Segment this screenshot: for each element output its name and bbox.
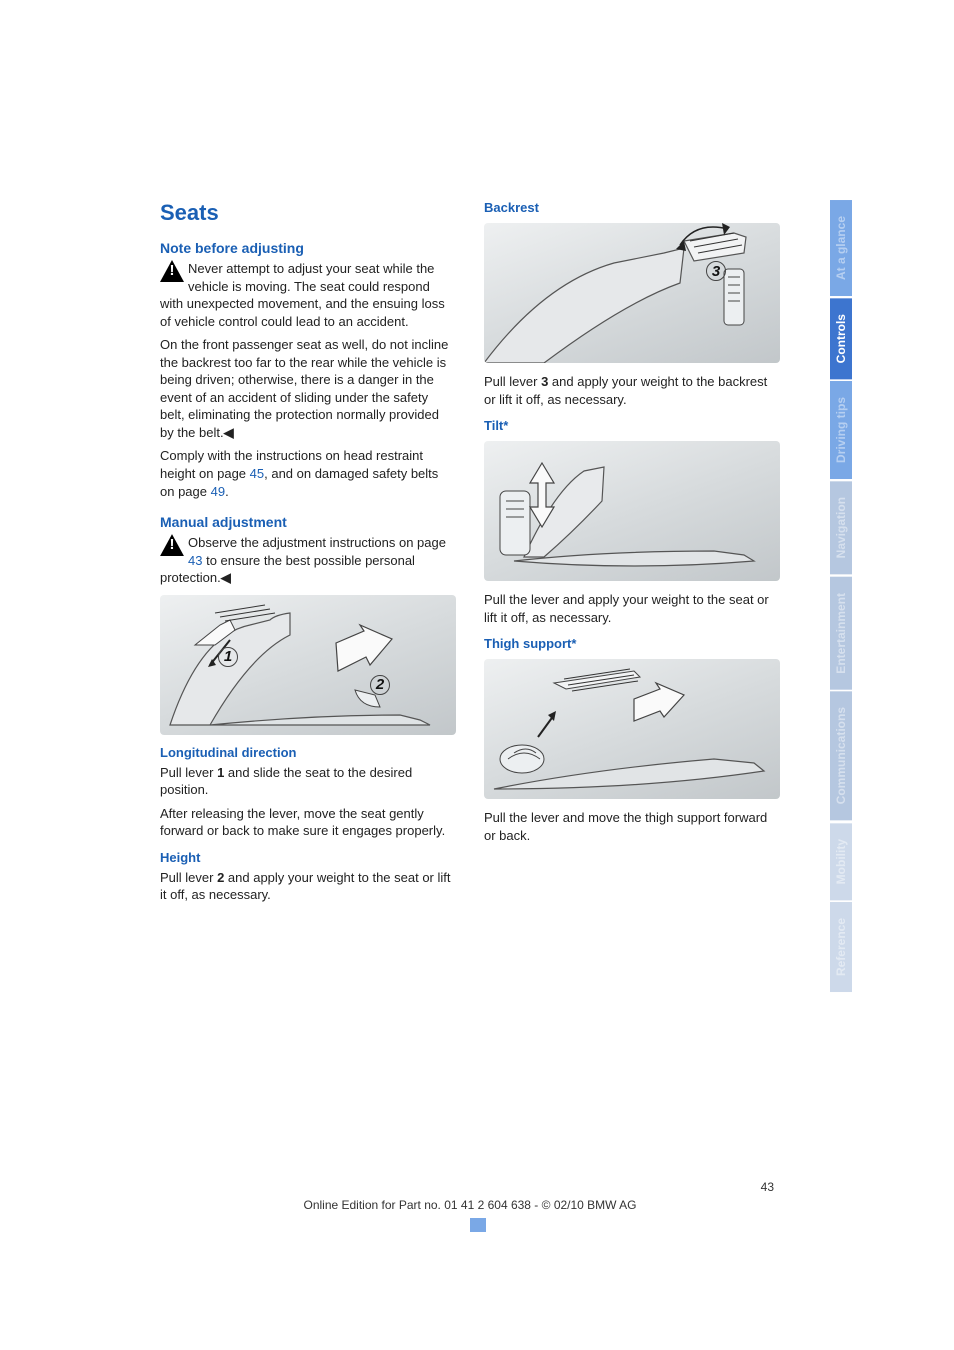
figure-backrest: 3 (484, 223, 780, 363)
heading-longitudinal: Longitudinal direction (160, 745, 456, 760)
tab-controls[interactable]: Controls (830, 298, 852, 379)
figure-callout-3: 3 (706, 261, 726, 281)
page-link-45[interactable]: 45 (250, 466, 264, 481)
note-2c: . (225, 484, 229, 499)
long1a: Pull lever (160, 765, 217, 780)
tab-at-a-glance[interactable]: At a glance (830, 200, 852, 296)
backrest-text: Pull lever 3 and apply your weight to th… (484, 373, 780, 408)
page-link-43[interactable]: 43 (188, 553, 202, 568)
height-text: Pull lever 2 and apply your weight to th… (160, 869, 456, 904)
warning-note-1-text: Never attempt to adjust your seat while … (160, 261, 445, 329)
footer-line: Online Edition for Part no. 01 41 2 604 … (160, 1198, 780, 1212)
end-mark-icon: ◀ (224, 425, 234, 440)
tab-entertainment[interactable]: Entertainment (830, 577, 852, 690)
tab-communications[interactable]: Communications (830, 691, 852, 820)
warning-note-1b-text: On the front passenger seat as well, do … (160, 337, 448, 440)
heading-manual-adjustment: Manual adjustment (160, 514, 456, 530)
warning-note-1: ! Never attempt to adjust your seat whil… (160, 260, 456, 330)
heading-thigh-support: Thigh support* (484, 636, 780, 651)
right-column: Backrest (484, 200, 780, 910)
heading-height: Height (160, 850, 456, 865)
figure-callout-2: 2 (370, 675, 390, 695)
longitudinal-text-2: After releasing the lever, move the seat… (160, 805, 456, 840)
tab-reference[interactable]: Reference (830, 902, 852, 992)
page-content: Seats Note before adjusting ! Never atte… (160, 200, 780, 910)
tab-mobility[interactable]: Mobility (830, 823, 852, 900)
page-footer: 43 Online Edition for Part no. 01 41 2 6… (160, 1180, 780, 1232)
figure-callout-1: 1 (218, 647, 238, 667)
end-mark-icon: ◀ (221, 570, 231, 585)
page-link-49[interactable]: 49 (211, 484, 225, 499)
note-2: Comply with the instructions on head res… (160, 447, 456, 500)
longitudinal-text-1: Pull lever 1 and slide the seat to the d… (160, 764, 456, 799)
thigh-text: Pull the lever and move the thigh suppor… (484, 809, 780, 844)
figure-tilt (484, 441, 780, 581)
section-tabs: At a glance Controls Driving tips Naviga… (830, 200, 854, 994)
tab-driving-tips[interactable]: Driving tips (830, 381, 852, 479)
manual-note-a: Observe the adjustment instructions on p… (188, 535, 446, 550)
footer-bar-icon (470, 1218, 486, 1232)
two-column-layout: Seats Note before adjusting ! Never atte… (160, 200, 780, 910)
page-title: Seats (160, 200, 456, 226)
figure-seat-adjust-1-2: 1 2 (160, 595, 456, 735)
manual-adjustment-note: ! Observe the adjustment instructions on… (160, 534, 456, 587)
figure-thigh-support (484, 659, 780, 799)
heading-note-before-adjusting: Note before adjusting (160, 240, 456, 256)
left-column: Seats Note before adjusting ! Never atte… (160, 200, 456, 910)
warning-note-1b: On the front passenger seat as well, do … (160, 336, 456, 441)
page-number: 43 (160, 1180, 780, 1194)
backrest-a: Pull lever (484, 374, 541, 389)
warning-icon: ! (160, 260, 184, 282)
heading-backrest: Backrest (484, 200, 780, 215)
heading-tilt: Tilt* (484, 418, 780, 433)
warning-icon: ! (160, 534, 184, 556)
height-a: Pull lever (160, 870, 217, 885)
tab-navigation[interactable]: Navigation (830, 481, 852, 574)
tilt-text: Pull the lever and apply your weight to … (484, 591, 780, 626)
